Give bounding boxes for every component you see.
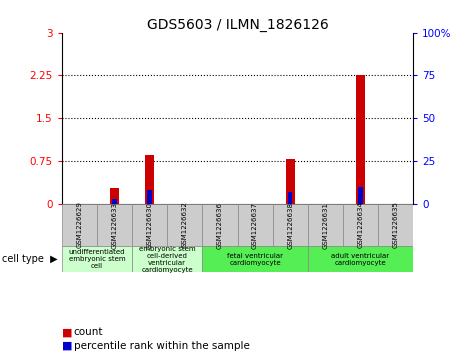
Text: cell type  ▶: cell type ▶ bbox=[2, 254, 58, 264]
Bar bbox=[286, 159, 294, 204]
Bar bbox=[238, 204, 273, 246]
Bar bbox=[132, 204, 167, 246]
Text: count: count bbox=[74, 327, 103, 337]
Text: GSM1226638: GSM1226638 bbox=[287, 201, 293, 249]
Text: GSM1226636: GSM1226636 bbox=[217, 201, 223, 249]
Bar bbox=[308, 204, 343, 246]
Text: ■: ■ bbox=[62, 340, 72, 351]
Text: ■: ■ bbox=[62, 327, 72, 337]
Text: GSM1226631: GSM1226631 bbox=[323, 201, 328, 249]
Text: GSM1226634: GSM1226634 bbox=[358, 201, 363, 248]
Text: embryonic stem
cell-derived
ventricular
cardiomyocyte: embryonic stem cell-derived ventricular … bbox=[139, 246, 196, 273]
Bar bbox=[167, 204, 202, 246]
Text: GSM1226635: GSM1226635 bbox=[393, 201, 399, 248]
Bar bbox=[147, 190, 152, 204]
Bar bbox=[308, 246, 413, 272]
Bar bbox=[132, 246, 202, 272]
Bar bbox=[378, 204, 413, 246]
Bar bbox=[112, 199, 117, 204]
Bar bbox=[62, 204, 97, 246]
Text: GSM1226637: GSM1226637 bbox=[252, 201, 258, 249]
Text: percentile rank within the sample: percentile rank within the sample bbox=[74, 340, 249, 351]
Text: GSM1226633: GSM1226633 bbox=[112, 201, 117, 249]
Text: undifferentiated
embryonic stem
cell: undifferentiated embryonic stem cell bbox=[68, 249, 125, 269]
Text: GSM1226632: GSM1226632 bbox=[182, 201, 188, 248]
Text: GSM1226630: GSM1226630 bbox=[147, 201, 152, 249]
Text: adult ventricular
cardiomyocyte: adult ventricular cardiomyocyte bbox=[332, 253, 389, 266]
Bar bbox=[356, 76, 365, 204]
Bar bbox=[288, 192, 293, 204]
Bar bbox=[110, 188, 119, 204]
Bar bbox=[97, 204, 132, 246]
Bar bbox=[273, 204, 308, 246]
Title: GDS5603 / ILMN_1826126: GDS5603 / ILMN_1826126 bbox=[147, 18, 328, 32]
Bar bbox=[202, 246, 308, 272]
Bar bbox=[145, 155, 154, 204]
Text: fetal ventricular
cardiomyocyte: fetal ventricular cardiomyocyte bbox=[227, 253, 283, 266]
Bar bbox=[202, 204, 238, 246]
Text: GSM1226629: GSM1226629 bbox=[76, 201, 82, 248]
Bar bbox=[343, 204, 378, 246]
Bar bbox=[62, 246, 132, 272]
Bar bbox=[358, 187, 363, 204]
